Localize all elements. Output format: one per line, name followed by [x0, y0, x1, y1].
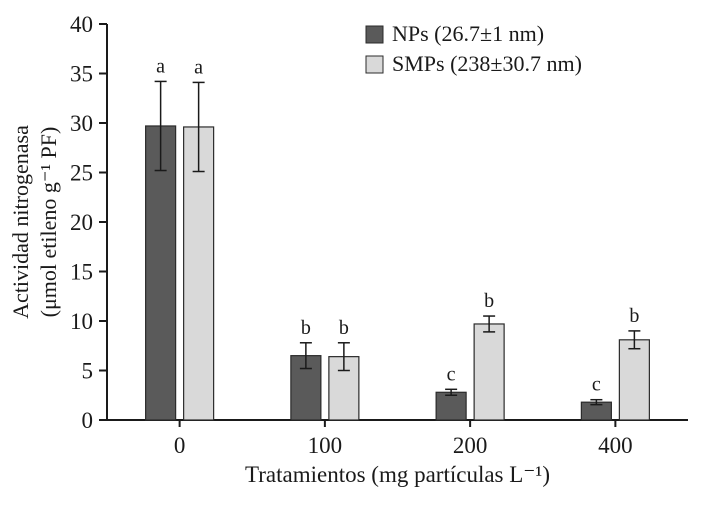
legend-swatch	[365, 25, 384, 44]
significance-letter: a	[156, 55, 165, 77]
bar	[618, 339, 650, 421]
y-tick-label: 10	[70, 309, 93, 334]
significance-letter: a	[194, 56, 203, 78]
y-tick-label: 40	[70, 12, 93, 37]
y-axis-title-line2: (μmol etileno g⁻¹ PF)	[36, 127, 61, 318]
significance-letter: b	[301, 317, 311, 339]
y-tick-label: 5	[82, 359, 94, 384]
legend-label: SMPs (238±30.7 nm)	[392, 51, 582, 76]
significance-letter: b	[484, 290, 494, 312]
bar	[473, 323, 505, 421]
x-tick-label: 0	[174, 433, 186, 458]
legend-label: NPs (26.7±1 nm)	[392, 21, 544, 46]
y-tick-label: 35	[70, 62, 93, 87]
y-tick-label: 25	[70, 161, 93, 186]
y-tick-label: 0	[82, 408, 94, 433]
significance-letter: c	[592, 374, 601, 396]
y-axis-title-line1: Actividad nitrogenasa	[8, 125, 33, 319]
y-tick-label: 30	[70, 111, 93, 136]
significance-letter: c	[447, 363, 456, 385]
x-tick-label: 400	[598, 433, 633, 458]
legend-swatch	[365, 55, 384, 74]
y-tick-label: 20	[70, 210, 93, 235]
x-axis-title: Tratamientos (mg partículas L⁻¹)	[245, 462, 550, 487]
bar	[183, 126, 215, 421]
significance-letter: b	[339, 317, 349, 339]
significance-letter: b	[629, 305, 639, 327]
bar	[435, 391, 467, 421]
x-tick-label: 100	[308, 433, 343, 458]
bar	[145, 125, 177, 421]
y-tick-label: 15	[70, 260, 93, 285]
x-tick-label: 200	[453, 433, 488, 458]
